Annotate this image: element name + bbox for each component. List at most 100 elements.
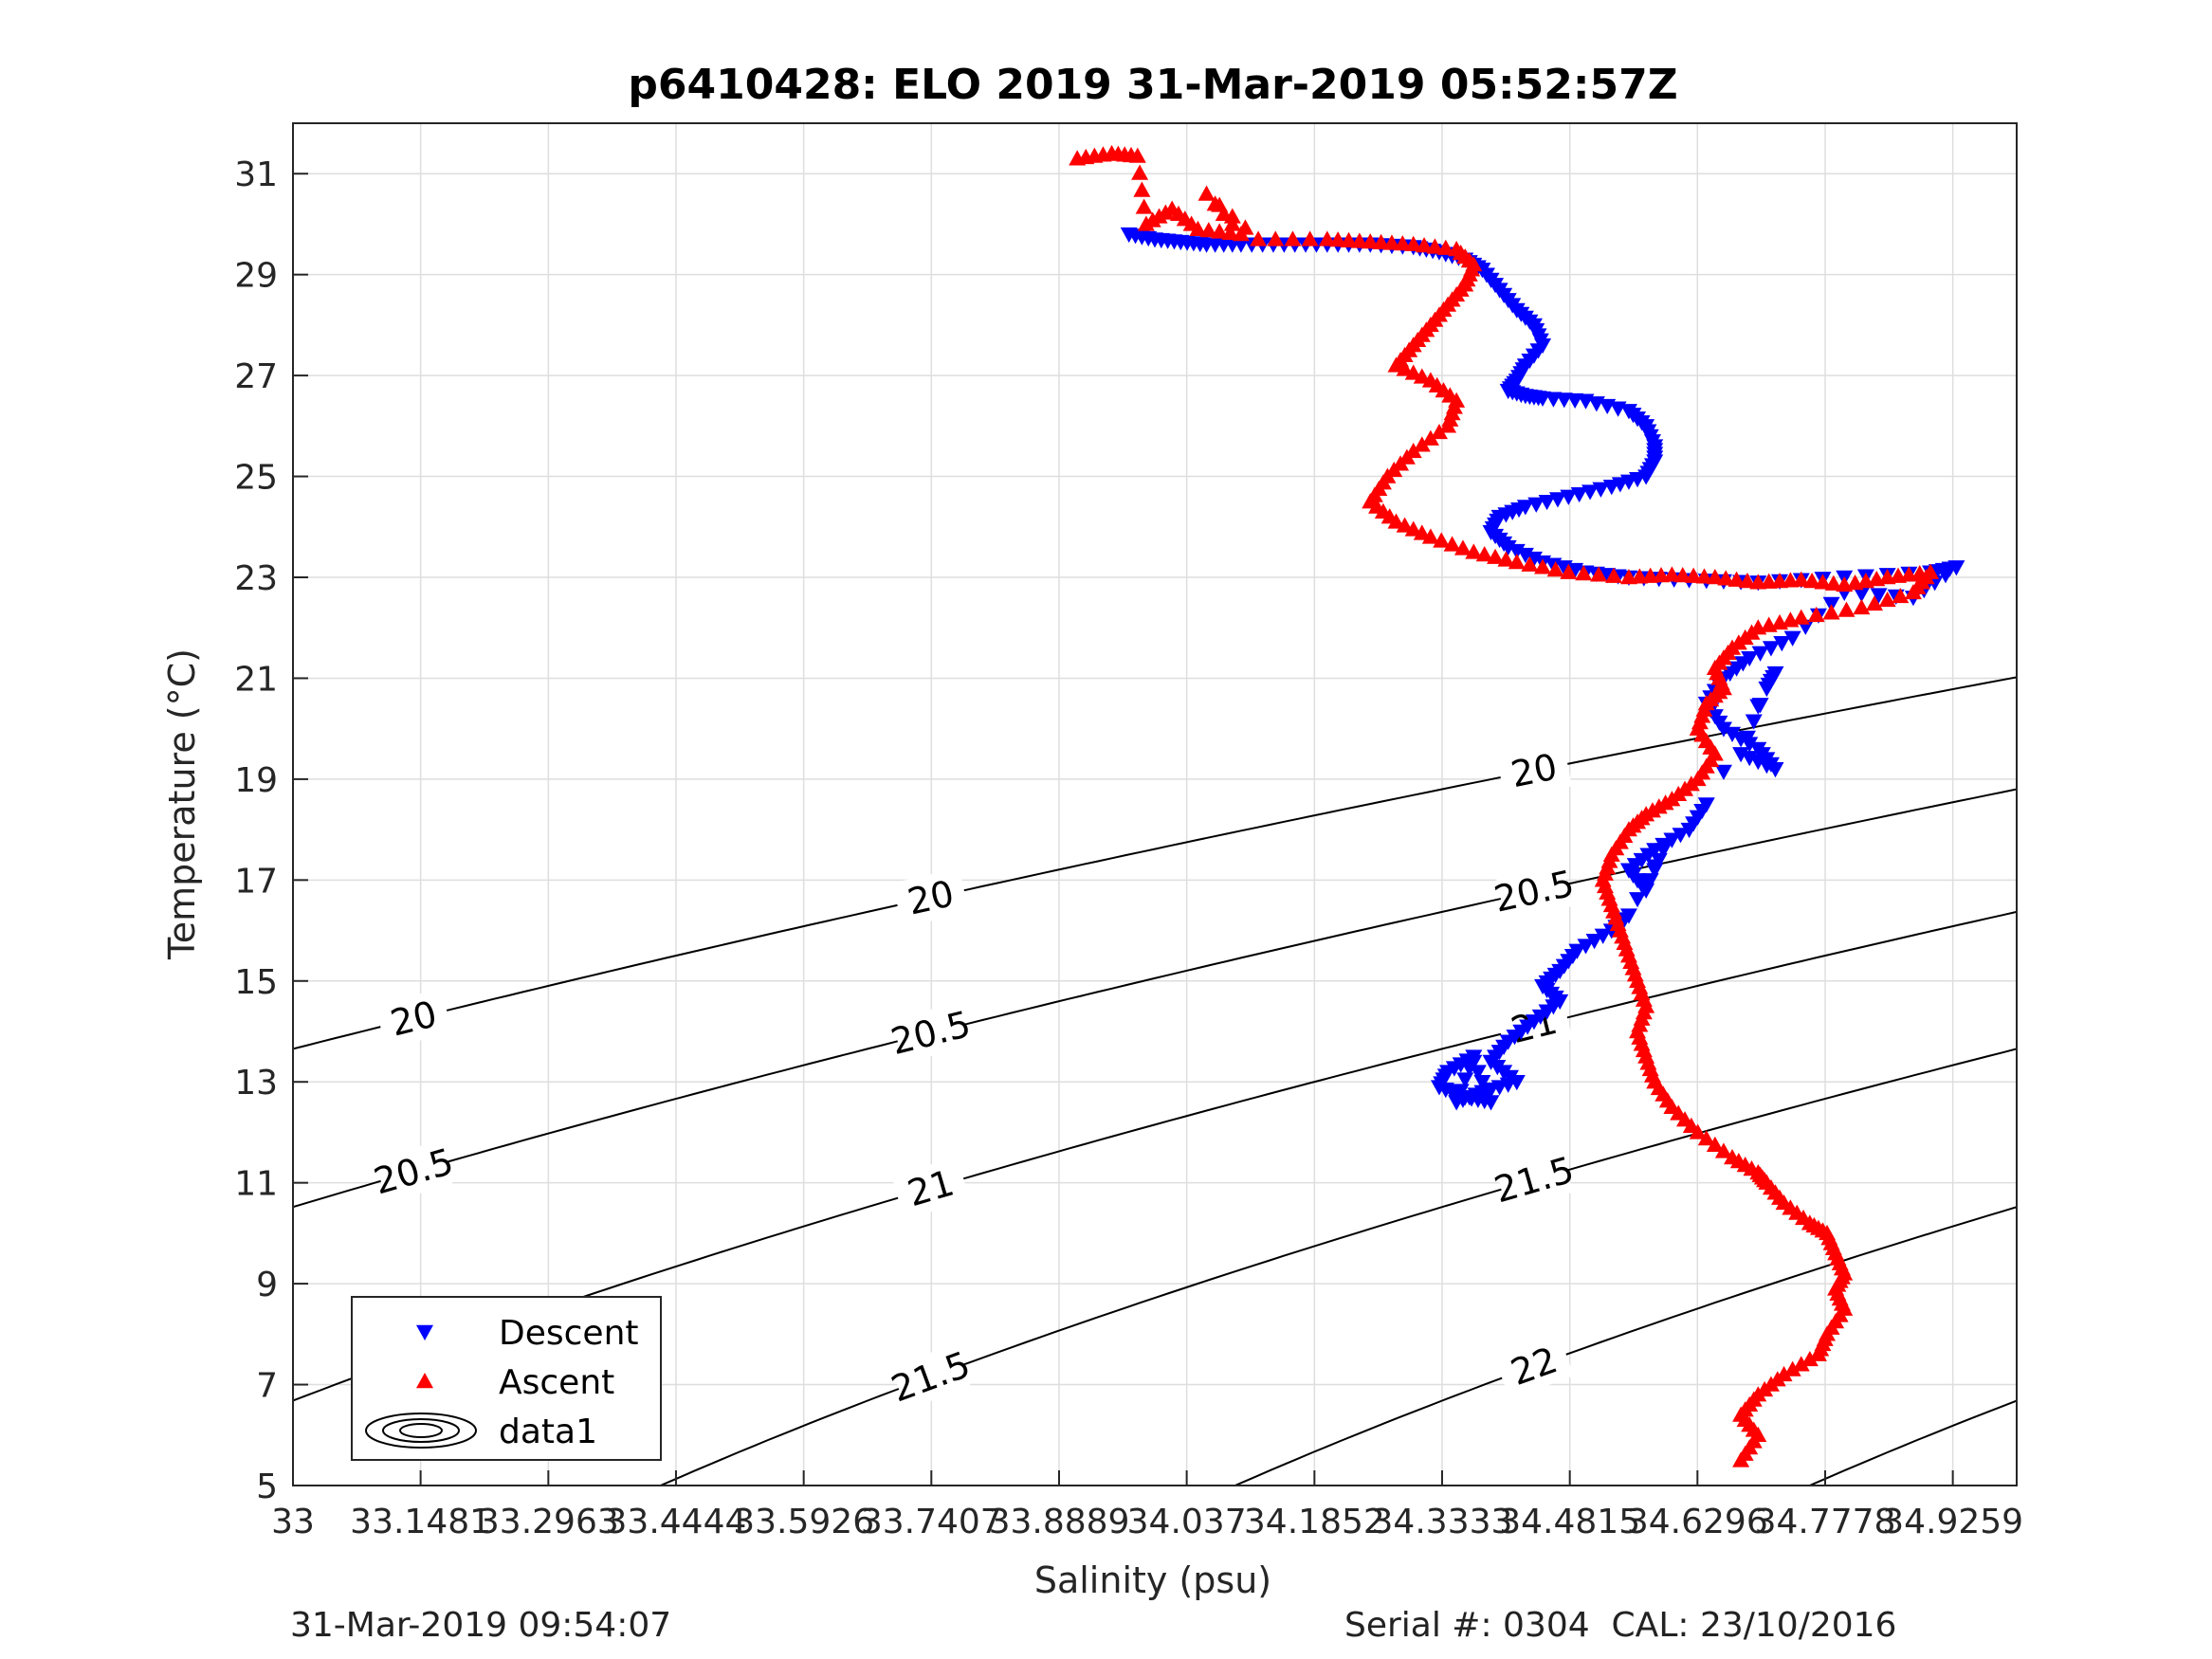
ascent-point bbox=[1475, 546, 1493, 562]
x-tick-label: 33.4444 bbox=[606, 1503, 747, 1541]
ascent-point bbox=[1732, 1451, 1750, 1468]
isoline-label-bg bbox=[891, 1157, 970, 1220]
isoline-label-bg bbox=[1493, 1333, 1574, 1399]
y-tick-label: 31 bbox=[234, 155, 278, 194]
ascent-point bbox=[1575, 565, 1593, 581]
plot-frame bbox=[292, 122, 2018, 1486]
ascent-point bbox=[1714, 1142, 1732, 1158]
ascent-point bbox=[1792, 609, 1810, 625]
ascent-point bbox=[1340, 231, 1358, 247]
ascent-point bbox=[1866, 594, 1884, 611]
y-tick-label: 17 bbox=[234, 862, 278, 901]
legend-contour-marker bbox=[382, 1418, 460, 1443]
isoline-label-bg bbox=[1495, 741, 1572, 800]
legend-ascent-marker bbox=[416, 1373, 433, 1389]
ascent-point bbox=[1404, 520, 1422, 537]
legend-label: Descent bbox=[499, 1314, 639, 1353]
descent-point bbox=[1680, 822, 1698, 839]
ascent-point bbox=[1878, 591, 1896, 608]
ascent-point bbox=[1387, 356, 1405, 373]
ascent-point bbox=[1453, 539, 1472, 556]
ascent-point bbox=[1689, 1123, 1707, 1139]
descent-point bbox=[1654, 843, 1673, 859]
x-tick-label: 34.3333 bbox=[1372, 1503, 1513, 1541]
ascent-point bbox=[1135, 198, 1153, 214]
descent-series bbox=[1120, 227, 1965, 1111]
x-axis-label: Salinity (psu) bbox=[1034, 1559, 1271, 1601]
ascent-point bbox=[1792, 571, 1810, 587]
descent-point bbox=[1646, 859, 1664, 875]
ascent-point bbox=[1685, 567, 1703, 583]
ascent-point bbox=[1803, 572, 1821, 589]
ascent-point bbox=[1416, 237, 1434, 253]
footer-serial-cal: Serial #: 0304 CAL: 23/10/2016 bbox=[1344, 1606, 1897, 1645]
isoline-label-bg bbox=[890, 1343, 971, 1411]
x-tick-label: 34.9259 bbox=[1882, 1503, 2023, 1541]
legend-label: Ascent bbox=[499, 1363, 614, 1402]
density-isoline bbox=[293, 676, 2017, 1050]
ascent-point bbox=[1413, 368, 1431, 384]
ascent-point bbox=[1497, 551, 1515, 567]
ascent-point bbox=[1131, 164, 1149, 180]
ascent-point bbox=[1673, 567, 1691, 583]
descent-point bbox=[1714, 721, 1732, 738]
ascent-point bbox=[1211, 196, 1229, 212]
descent-point bbox=[1762, 641, 1780, 657]
descent-point bbox=[1629, 892, 1647, 908]
y-tick-label: 9 bbox=[256, 1266, 278, 1304]
descent-point bbox=[1870, 588, 1888, 604]
ascent-point bbox=[1695, 568, 1713, 584]
ascent-point bbox=[1267, 230, 1285, 246]
ascent-point bbox=[1697, 1130, 1715, 1146]
ascent-point bbox=[1853, 598, 1871, 615]
ascent-point bbox=[1396, 360, 1414, 376]
x-tick-label: 33.5926 bbox=[733, 1503, 874, 1541]
ascent-point bbox=[1771, 613, 1789, 630]
ascent-point bbox=[1421, 528, 1439, 544]
y-tick-label: 15 bbox=[234, 963, 278, 1002]
ascent-point bbox=[1284, 230, 1302, 246]
ascent-point bbox=[1413, 436, 1431, 452]
descent-point bbox=[1766, 665, 1784, 683]
legend-label: data1 bbox=[499, 1413, 597, 1451]
y-axis-label: Temperature (°C) bbox=[161, 648, 203, 960]
descent-point bbox=[1749, 699, 1767, 715]
descent-point bbox=[1749, 755, 1767, 771]
descent-point bbox=[1594, 928, 1612, 944]
ascent-point bbox=[1362, 233, 1380, 249]
isoline-label-bg bbox=[1494, 1148, 1574, 1212]
ascent-point bbox=[1433, 532, 1451, 548]
descent-point bbox=[1853, 587, 1871, 603]
x-tick-label: 34.4815 bbox=[1499, 1503, 1640, 1541]
descent-point bbox=[1585, 934, 1603, 950]
descent-point bbox=[1637, 875, 1655, 891]
ascent-point bbox=[1782, 611, 1800, 628]
ascent-point bbox=[1426, 238, 1444, 254]
ascent-point bbox=[1809, 1345, 1827, 1361]
isoline-label: 20 bbox=[904, 872, 958, 922]
descent-point bbox=[1232, 237, 1250, 253]
ascent-point bbox=[1430, 423, 1448, 440]
ascent-point bbox=[1443, 536, 1461, 552]
ascent-point bbox=[1892, 587, 1910, 604]
isoline-label-bg bbox=[891, 1002, 970, 1064]
ascent-point bbox=[1382, 234, 1400, 250]
ascent-point bbox=[1223, 208, 1241, 224]
ascent-point bbox=[1211, 223, 1229, 239]
descent-point bbox=[1766, 762, 1784, 778]
x-tick-label: 33.8889 bbox=[989, 1503, 1130, 1541]
ascent-point bbox=[1814, 574, 1832, 590]
descent-point bbox=[1745, 714, 1763, 730]
x-tick-label: 33 bbox=[271, 1503, 315, 1541]
ascent-point bbox=[1128, 147, 1146, 163]
x-tick-label: 33.7407 bbox=[861, 1503, 1002, 1541]
descent-point bbox=[1947, 560, 1965, 576]
ascent-point bbox=[1824, 574, 1842, 591]
legend-contour-marker bbox=[399, 1423, 443, 1438]
isoline-label: 20.5 bbox=[1490, 863, 1578, 921]
y-tick-label: 23 bbox=[234, 559, 278, 598]
grid bbox=[292, 123, 2017, 1486]
ascent-point bbox=[1807, 606, 1825, 623]
x-tick-label: 34.1852 bbox=[1244, 1503, 1385, 1541]
ascent-point bbox=[1521, 556, 1539, 572]
